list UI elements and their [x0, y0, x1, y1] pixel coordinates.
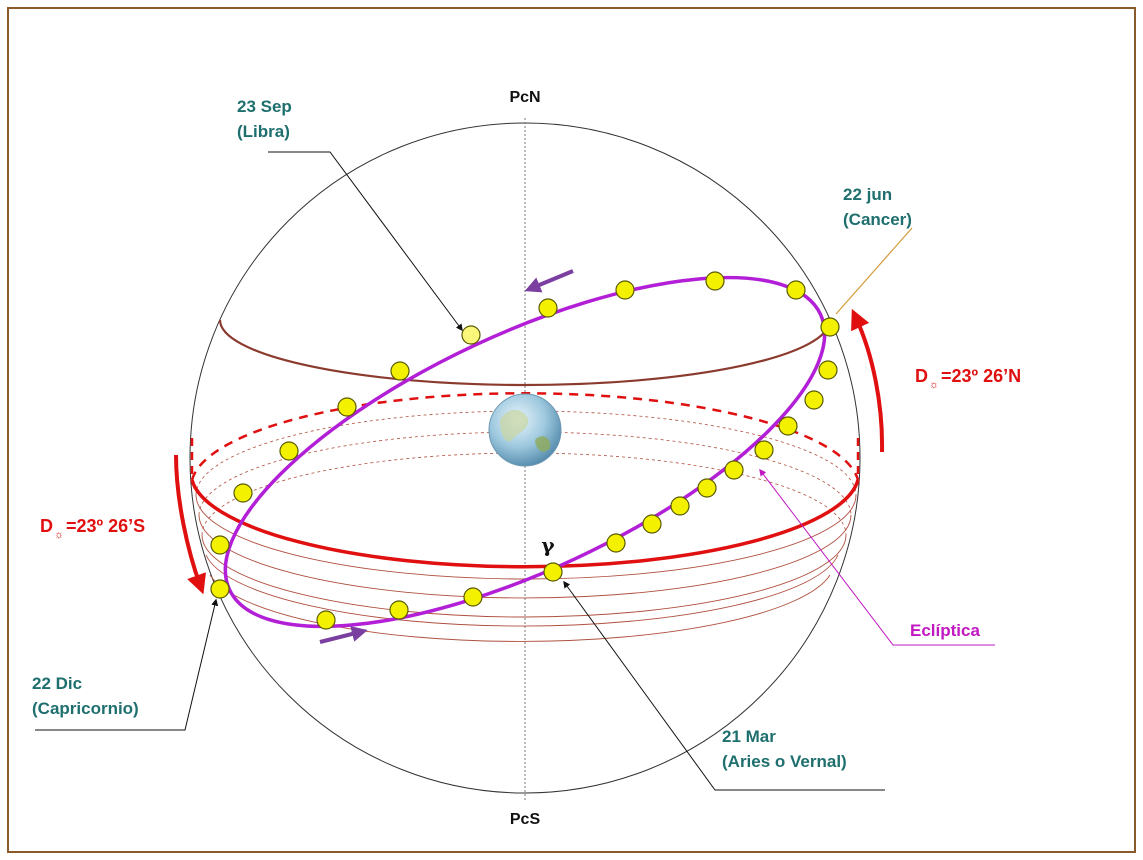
outer-frame	[7, 7, 1136, 853]
arrow-top-icon	[524, 269, 574, 293]
sun-marker-icon	[279, 441, 299, 461]
sun-marker-icon	[210, 535, 230, 555]
arrow-bottom-icon	[319, 626, 368, 644]
sun-symbol-icon: ☼	[929, 379, 939, 391]
sun-marker-icon	[463, 587, 483, 607]
svg-text:=23º 26’S: =23º 26’S	[66, 516, 145, 536]
sun-marker-icon	[697, 478, 717, 498]
earth-globe-icon	[488, 393, 562, 467]
sun-marker-vernal-icon	[543, 562, 563, 582]
pointer-capricornio	[35, 598, 219, 731]
sun-marker-autumn-icon	[461, 325, 481, 345]
tropic-of-cancer	[218, 319, 832, 387]
celestial-equator-back	[190, 392, 860, 481]
sun-marker-icon	[818, 360, 838, 380]
declination-north-arrow-icon	[851, 308, 885, 453]
ecliptic-label: Eclíptica	[910, 621, 980, 640]
sun-symbol-icon: ☼	[54, 529, 64, 541]
sun-marker-icon	[778, 416, 798, 436]
sun-marker-icon	[538, 298, 558, 318]
sun-marker-icon	[337, 397, 357, 417]
sun-marker-icon	[670, 496, 690, 516]
vernal-point-symbol: γ	[541, 533, 555, 557]
pointer-libra	[268, 151, 463, 332]
sun-marker-icon	[316, 610, 336, 630]
pole-north-label: PcN	[509, 89, 540, 106]
sun-positions	[210, 271, 840, 630]
sun-marker-icon	[804, 390, 824, 410]
sun-marker-icon	[233, 483, 253, 503]
libra-name-label: (Libra)	[237, 122, 290, 141]
capricornio-name-label: (Capricornio)	[32, 699, 139, 718]
svg-text:D: D	[40, 516, 53, 536]
svg-text:=23º 26’N: =23º 26’N	[941, 366, 1021, 386]
svg-text:D: D	[915, 366, 928, 386]
sun-marker-icon	[705, 271, 725, 291]
sun-marker-icon	[754, 440, 774, 460]
pole-south-label: PcS	[510, 811, 541, 828]
pointer-cancer	[835, 227, 913, 315]
declination-north-label: D ☼ =23º 26’N	[915, 366, 1021, 391]
sun-marker-icon	[820, 317, 840, 337]
capricornio-date-label: 22 Dic	[32, 674, 82, 693]
libra-date-label: 23 Sep	[237, 97, 292, 116]
aries-name-label: (Aries o Vernal)	[722, 752, 847, 771]
sun-marker-icon	[389, 600, 409, 620]
pointer-aries	[563, 580, 885, 791]
sun-marker-icon	[390, 361, 410, 381]
pointer-ecliptic	[759, 468, 995, 646]
sun-marker-icon	[786, 280, 806, 300]
sun-marker-icon	[615, 280, 635, 300]
declination-south-arrow-icon	[174, 454, 206, 595]
sun-marker-icon	[642, 514, 662, 534]
declination-south-label: D ☼ =23º 26’S	[40, 516, 145, 541]
sun-marker-winter-icon	[210, 579, 230, 599]
cancer-date-label: 22 jun	[843, 185, 892, 204]
direction-arrows	[319, 269, 574, 644]
sun-marker-icon	[606, 533, 626, 553]
sun-marker-icon	[724, 460, 744, 480]
cancer-name-label: (Cancer)	[843, 210, 912, 229]
aries-date-label: 21 Mar	[722, 727, 776, 746]
celestial-equator	[190, 479, 860, 569]
